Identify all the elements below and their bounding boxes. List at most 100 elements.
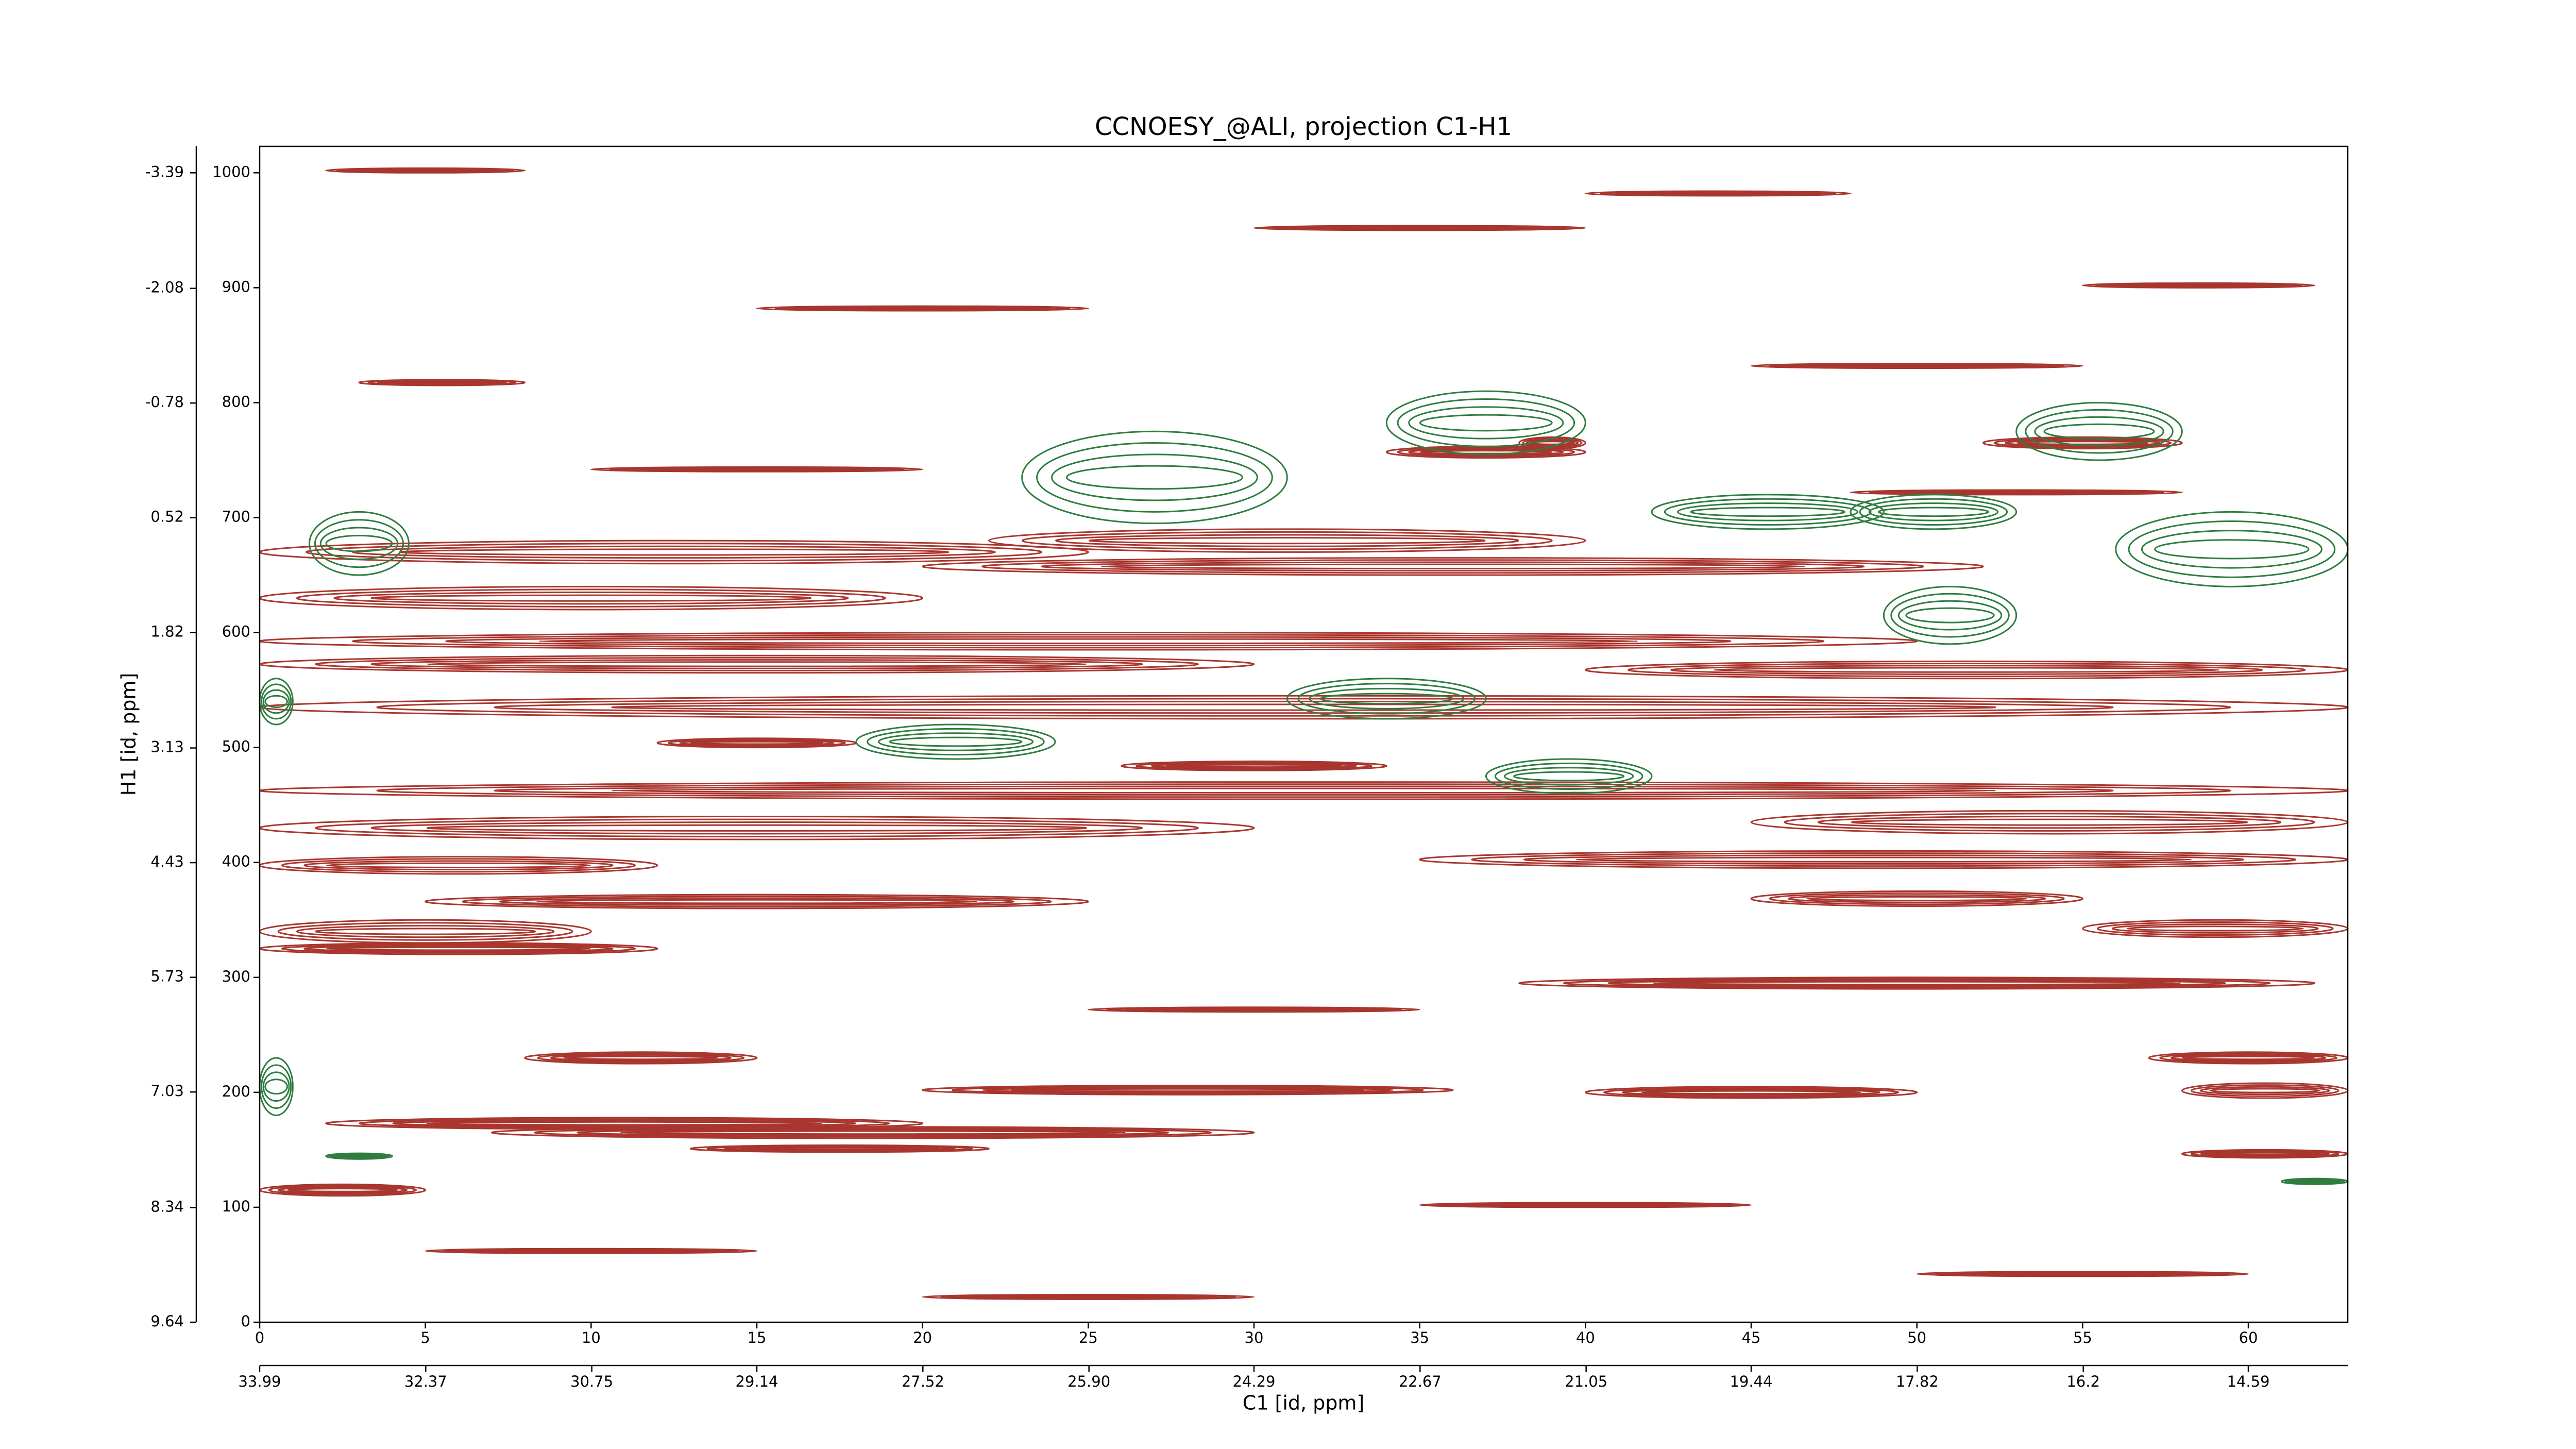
contour-band xyxy=(1916,1271,2249,1277)
contour-ring xyxy=(315,818,1199,838)
contour-band xyxy=(1419,1202,1752,1208)
contour-ring xyxy=(668,738,846,747)
contour-ring xyxy=(1397,447,1575,458)
y2-tick-label: 5.73 xyxy=(150,968,184,985)
contour-ring xyxy=(1100,563,1805,570)
contour-ring xyxy=(370,594,812,602)
contour-band xyxy=(922,557,1984,576)
contour-ring xyxy=(889,736,1023,747)
contour-ring xyxy=(1982,436,2183,450)
contour-band xyxy=(2015,401,2183,461)
contour-ring xyxy=(494,785,2114,796)
contour-ring xyxy=(1475,1203,1696,1207)
x-tick-label: 25 xyxy=(1079,1329,1098,1346)
contour-band xyxy=(259,856,658,875)
contour-ring xyxy=(1890,593,2010,638)
contour-band xyxy=(1850,489,2183,496)
contour-ring xyxy=(877,732,1034,751)
contour-ring xyxy=(426,1121,823,1126)
x-tick-label: 30 xyxy=(1245,1329,1264,1346)
y-tick-label: 200 xyxy=(222,1083,250,1100)
contour-ring xyxy=(2128,520,2336,578)
contour-band xyxy=(309,511,410,576)
contour-ring xyxy=(303,945,614,953)
contour-ring xyxy=(1906,491,2127,494)
contour-ring xyxy=(2200,1086,2330,1096)
contour-ring xyxy=(376,783,2231,798)
contour-band xyxy=(1750,890,2083,907)
contour-ring xyxy=(550,1054,732,1062)
contour-ring xyxy=(1750,890,2083,907)
contour-ring xyxy=(2126,925,2304,932)
contour-ring xyxy=(1309,226,1531,230)
contour-ring xyxy=(1150,763,1358,769)
y2-tick-label: 1.82 xyxy=(150,622,184,640)
contour-band xyxy=(2181,1149,2349,1159)
x-tick-label: 55 xyxy=(2073,1329,2092,1346)
contour-ring xyxy=(425,894,1089,909)
contour-ring xyxy=(2015,441,2149,445)
contour-band xyxy=(1750,363,2083,369)
contour-ring xyxy=(1868,502,1998,521)
y2-tick-label: 0.52 xyxy=(150,508,184,526)
contour-ring xyxy=(264,695,288,709)
contour-ring xyxy=(281,858,636,873)
x2-tick-label: 25.90 xyxy=(1067,1373,1110,1390)
contour-band xyxy=(2148,1051,2349,1065)
x-tick-label: 40 xyxy=(1576,1329,1595,1346)
contour-band xyxy=(2181,1082,2349,1099)
contour-ring xyxy=(1651,494,1885,530)
chart-title: CCNOESY_@ALI, projection C1-H1 xyxy=(1095,112,1512,141)
contour-ring xyxy=(538,638,1638,644)
contour-ring xyxy=(981,559,1925,574)
contour-ring xyxy=(261,683,292,720)
contour-ring xyxy=(277,922,573,941)
contour-band xyxy=(259,1057,294,1116)
contour-ring xyxy=(499,897,1015,906)
contour-band xyxy=(689,1144,990,1153)
x2-tick-label: 16.2 xyxy=(2066,1373,2100,1390)
contour-ring xyxy=(319,527,399,560)
contour-ring xyxy=(1036,442,1273,513)
contour-band xyxy=(358,379,526,386)
contour-band xyxy=(259,815,1255,840)
x2-tick-label: 29.14 xyxy=(735,1373,778,1390)
contour-ring xyxy=(1066,465,1243,490)
contour-ring xyxy=(723,1146,956,1152)
contour-ring xyxy=(1629,192,1807,195)
contour-band xyxy=(922,1084,1454,1096)
contour-ring xyxy=(427,824,1087,832)
y-tick-label: 0 xyxy=(241,1312,250,1330)
contour-ring xyxy=(1504,767,1634,786)
contour-ring xyxy=(1408,406,1564,440)
contour-ring xyxy=(1041,561,1865,572)
contour-ring xyxy=(1628,663,2306,678)
contour-ring xyxy=(333,592,849,605)
contour-ring xyxy=(1051,453,1258,501)
contour-ring xyxy=(314,519,404,568)
contour-ring xyxy=(1713,667,2220,673)
contour-ring xyxy=(277,1186,408,1194)
contour-ring xyxy=(2121,283,2277,287)
x2-tick-label: 19.44 xyxy=(1730,1373,1772,1390)
contour-ring xyxy=(977,1295,1199,1299)
contour-ring xyxy=(1877,507,1989,517)
contour-ring xyxy=(305,543,1043,562)
y-axis-label: H1 [id, ppm] xyxy=(117,673,140,796)
contour-ring xyxy=(855,723,1056,760)
contour-ring xyxy=(1419,450,1553,454)
contour-ring xyxy=(315,928,536,935)
contour-band xyxy=(259,585,924,611)
contour-ring xyxy=(1806,364,2028,368)
contour-ring xyxy=(326,946,591,951)
contour-band xyxy=(756,305,1089,312)
y2-tick-label: -2.08 xyxy=(145,279,184,296)
contours xyxy=(259,167,2349,1300)
contour-ring xyxy=(2200,1151,2330,1157)
contour-band xyxy=(259,919,592,944)
contour-ring xyxy=(1165,764,1343,768)
x2-tick-label: 22.67 xyxy=(1399,1373,1442,1390)
contour-ring xyxy=(1575,856,2192,863)
x-tick-label: 60 xyxy=(2239,1329,2258,1346)
contour-ring xyxy=(1518,976,2316,990)
